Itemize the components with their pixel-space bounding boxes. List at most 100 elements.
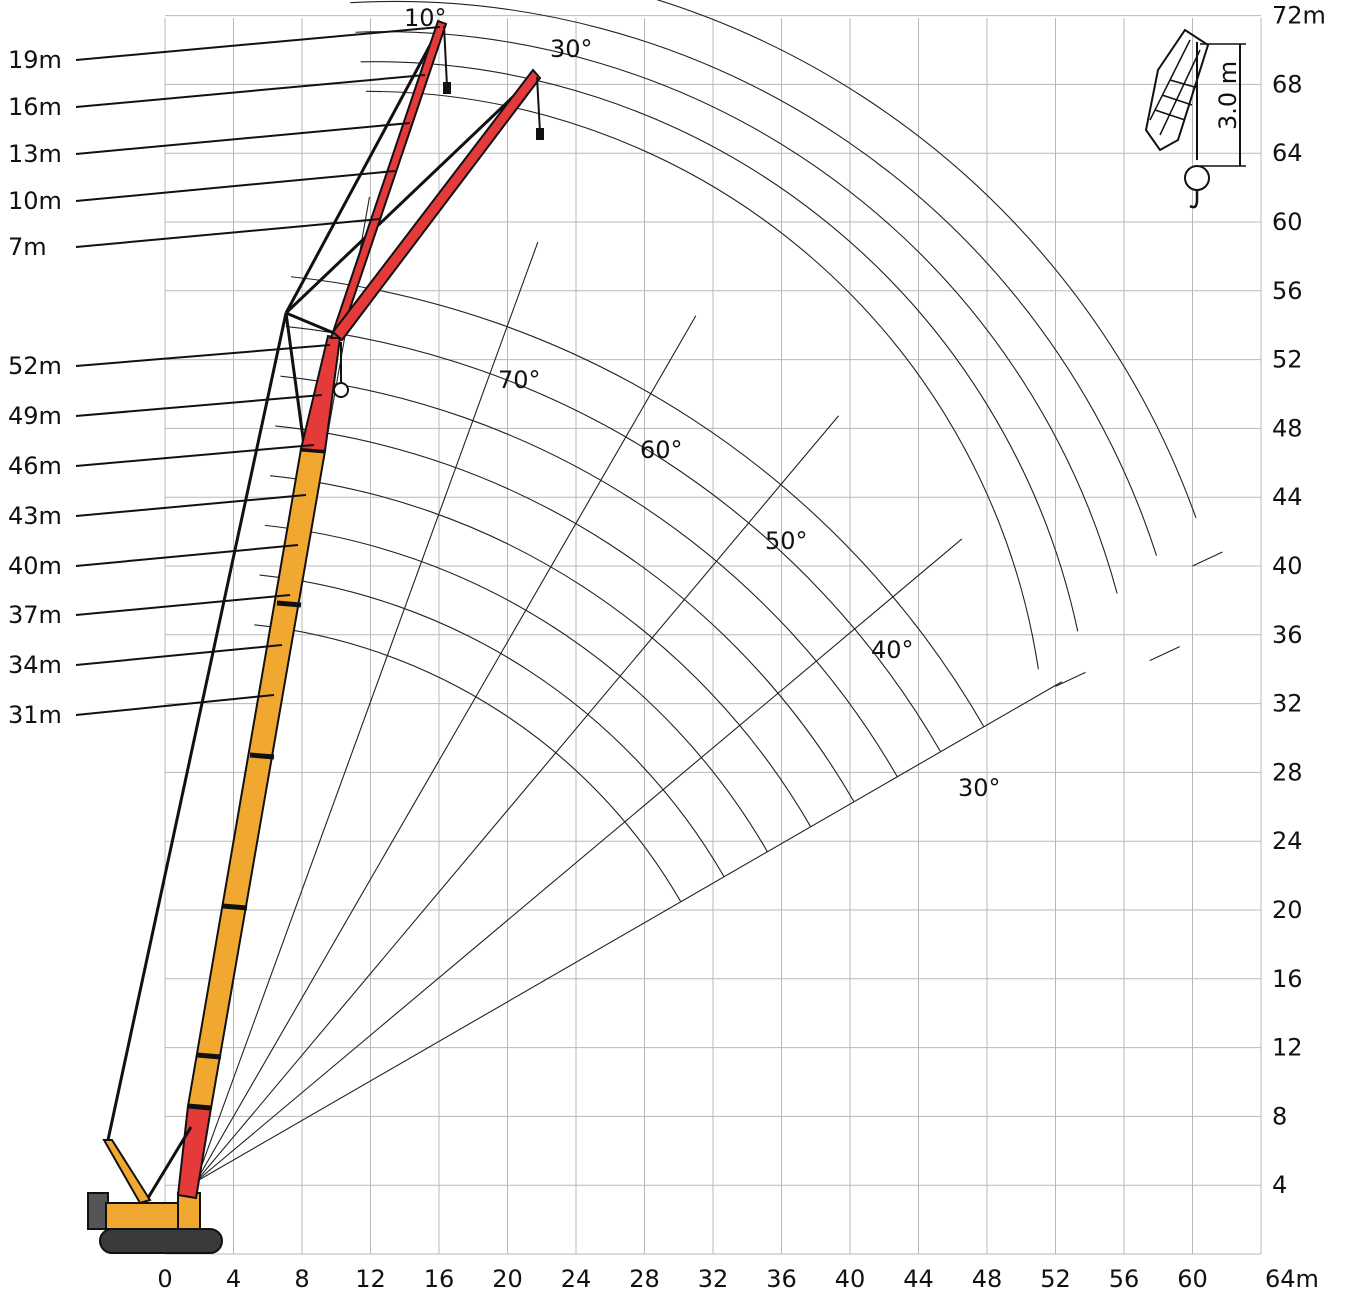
- boom-length-arc: [264, 524, 768, 853]
- hook-block-dimension-label: 3.0 m: [1214, 61, 1242, 130]
- hook-10-degree: [443, 82, 451, 94]
- x-tick-label: 12: [355, 1265, 386, 1293]
- y-tick-label: 64: [1272, 139, 1303, 167]
- boom-length-label: 43m: [8, 502, 62, 530]
- y-tick-label: 60: [1272, 208, 1303, 236]
- mast: [102, 1139, 152, 1205]
- jib-backstay-30: [284, 72, 539, 315]
- y-tick-label: 40: [1272, 552, 1303, 580]
- y-tick-label: 20: [1272, 896, 1303, 924]
- boom-length-arc: [254, 624, 682, 903]
- jib-range-arc: [350, 0, 1158, 556]
- x-tick-label: 36: [766, 1265, 797, 1293]
- boom-length-leader: [75, 694, 275, 716]
- jib-offset-label: 10°: [404, 4, 447, 32]
- y-tick-label: 56: [1272, 277, 1303, 305]
- boom-length-label: 46m: [8, 452, 62, 480]
- x-tick-label: 28: [629, 1265, 660, 1293]
- pendant-lower: [146, 1126, 193, 1199]
- boom-length-label: 31m: [8, 701, 62, 729]
- boom-length-leader: [75, 394, 323, 417]
- y-tick-label: 28: [1272, 758, 1303, 786]
- boom-length-arc: [290, 276, 985, 728]
- boom-length-arc: [259, 574, 725, 878]
- y-tick-label: 32: [1272, 690, 1303, 718]
- x-tick-label: 0: [157, 1265, 172, 1293]
- jib-length-label: 16m: [8, 93, 62, 121]
- working-range-curves: [195, 0, 1223, 1183]
- boom-length-arc: [269, 475, 812, 828]
- x-tick-label: 64m: [1265, 1265, 1319, 1293]
- boom-length-label: 37m: [8, 601, 62, 629]
- boom-length-leader: [75, 544, 299, 567]
- jib-range-arc: [365, 90, 1039, 670]
- jib-length-label: 10m: [8, 187, 62, 215]
- jib-strut-back: [284, 312, 306, 446]
- jib-length-label: 19m: [8, 46, 62, 74]
- x-tick-label: 4: [226, 1265, 241, 1293]
- jib-length-leader: [75, 170, 396, 202]
- jib-range-edge: [1149, 646, 1180, 662]
- x-tick-label: 56: [1109, 1265, 1140, 1293]
- y-tick-label: 36: [1272, 621, 1303, 649]
- boom-length-label: 40m: [8, 552, 62, 580]
- y-tick-label: 24: [1272, 827, 1303, 855]
- labels: 0 4 8 12 16 20 24 28 32 36 40 44 48 52 56 60 64m48121620…: [8, 2, 1326, 1293]
- boom-angle-label: 70°: [498, 366, 541, 394]
- y-tick-label: 16: [1272, 965, 1303, 993]
- boom-length-label: 34m: [8, 651, 62, 679]
- y-tick-label: 52: [1272, 346, 1303, 374]
- x-tick-label: 40: [835, 1265, 866, 1293]
- boom-angle-ray: [195, 315, 697, 1183]
- main-boom: [186, 447, 327, 1110]
- hook-30-degree: [536, 128, 544, 140]
- boom-angle-ray: [195, 241, 539, 1182]
- boom-length-leader: [75, 494, 307, 517]
- jib-length-leader: [75, 218, 381, 248]
- boom-angle-ray: [195, 415, 840, 1183]
- y-tick-label: 44: [1272, 483, 1303, 511]
- jib-backstay-10: [284, 22, 444, 314]
- hook-rope-10: [443, 25, 448, 87]
- x-tick-label: 20: [492, 1265, 523, 1293]
- boom-angle-ray: [195, 681, 1063, 1183]
- x-tick-label: 8: [294, 1265, 309, 1293]
- boom-angle-label: 60°: [640, 436, 683, 464]
- detail-boom-head: [1144, 28, 1210, 152]
- y-tick-label: 12: [1272, 1034, 1303, 1062]
- jib-length-leader: [75, 74, 426, 108]
- boom-angle-label: 40°: [871, 636, 914, 664]
- x-tick-label: 48: [972, 1265, 1003, 1293]
- x-tick-label: 32: [698, 1265, 729, 1293]
- hook-block-detail: 3.0 m: [1144, 28, 1246, 209]
- detail-hook-block: [1184, 165, 1210, 191]
- boom-length-leader: [75, 444, 315, 467]
- y-tick-label: 68: [1272, 70, 1303, 98]
- y-tick-label: 4: [1272, 1171, 1287, 1199]
- boom-length-label: 49m: [8, 402, 62, 430]
- jib-range-arc: [360, 61, 1079, 632]
- jib-length-leader: [75, 122, 411, 155]
- jib-30-degree: [331, 68, 542, 342]
- jib-offset-label: 30°: [550, 35, 593, 63]
- crawler-track: [99, 1228, 223, 1254]
- y-tick-label: 72m: [1272, 2, 1326, 30]
- hook-rope-30: [536, 76, 541, 133]
- boom-angle-ray: [195, 538, 963, 1183]
- boom-length-label: 52m: [8, 352, 62, 380]
- boom-length-arc: [285, 325, 942, 753]
- x-tick-label: 52: [1040, 1265, 1071, 1293]
- jib-range-arc: [355, 31, 1118, 594]
- jib-range-arc: [655, 0, 1197, 519]
- grid: [164, 15, 1262, 1255]
- boom-length-leader: [75, 344, 331, 367]
- x-tick-label: 60: [1177, 1265, 1208, 1293]
- jib-length-label: 7m: [8, 233, 47, 261]
- y-tick-label: 8: [1272, 1102, 1287, 1130]
- jib-length-label: 13m: [8, 140, 62, 168]
- x-tick-label: 16: [424, 1265, 455, 1293]
- boom-length-leader: [75, 644, 283, 666]
- jib-range-edge: [1192, 551, 1223, 567]
- jib-length-leader: [75, 26, 441, 61]
- boom-angle-label: 50°: [765, 527, 808, 555]
